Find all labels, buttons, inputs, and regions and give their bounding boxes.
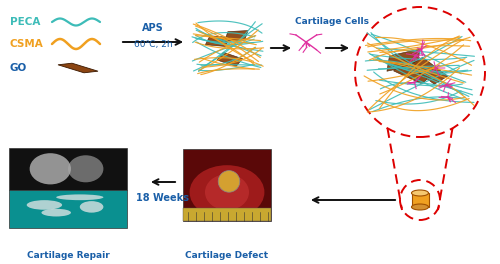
Text: CSMA: CSMA [10, 39, 44, 49]
Text: Cartilage Repair: Cartilage Repair [26, 252, 110, 261]
Polygon shape [58, 63, 98, 73]
Text: APS: APS [142, 23, 164, 33]
Ellipse shape [30, 153, 71, 184]
Polygon shape [387, 49, 420, 71]
Text: PECA: PECA [10, 17, 40, 27]
Ellipse shape [80, 201, 104, 213]
Text: 18 Weeks: 18 Weeks [136, 193, 190, 203]
Ellipse shape [434, 67, 438, 69]
Text: 60℃, 2h: 60℃, 2h [134, 40, 172, 50]
Ellipse shape [412, 204, 428, 210]
Text: Cartilage Defect: Cartilage Defect [186, 251, 268, 260]
Polygon shape [409, 57, 448, 84]
Polygon shape [217, 52, 242, 67]
Ellipse shape [26, 200, 62, 210]
Text: GO: GO [10, 63, 27, 73]
Bar [9, 190, 127, 228]
Ellipse shape [419, 48, 423, 51]
Ellipse shape [68, 155, 104, 182]
Ellipse shape [190, 165, 264, 219]
Bar [183, 149, 271, 221]
Bar [412, 193, 428, 207]
Polygon shape [206, 36, 230, 46]
Bar [183, 208, 271, 221]
Ellipse shape [205, 174, 249, 210]
Text: Cartilage Cells: Cartilage Cells [295, 17, 369, 26]
Polygon shape [224, 31, 248, 41]
Ellipse shape [446, 96, 450, 98]
Ellipse shape [414, 54, 418, 57]
Polygon shape [394, 60, 434, 84]
Circle shape [218, 171, 240, 192]
Ellipse shape [444, 84, 448, 87]
Ellipse shape [412, 190, 428, 196]
Ellipse shape [42, 209, 71, 216]
Bar [9, 148, 127, 190]
Ellipse shape [56, 194, 104, 200]
Ellipse shape [412, 81, 416, 84]
